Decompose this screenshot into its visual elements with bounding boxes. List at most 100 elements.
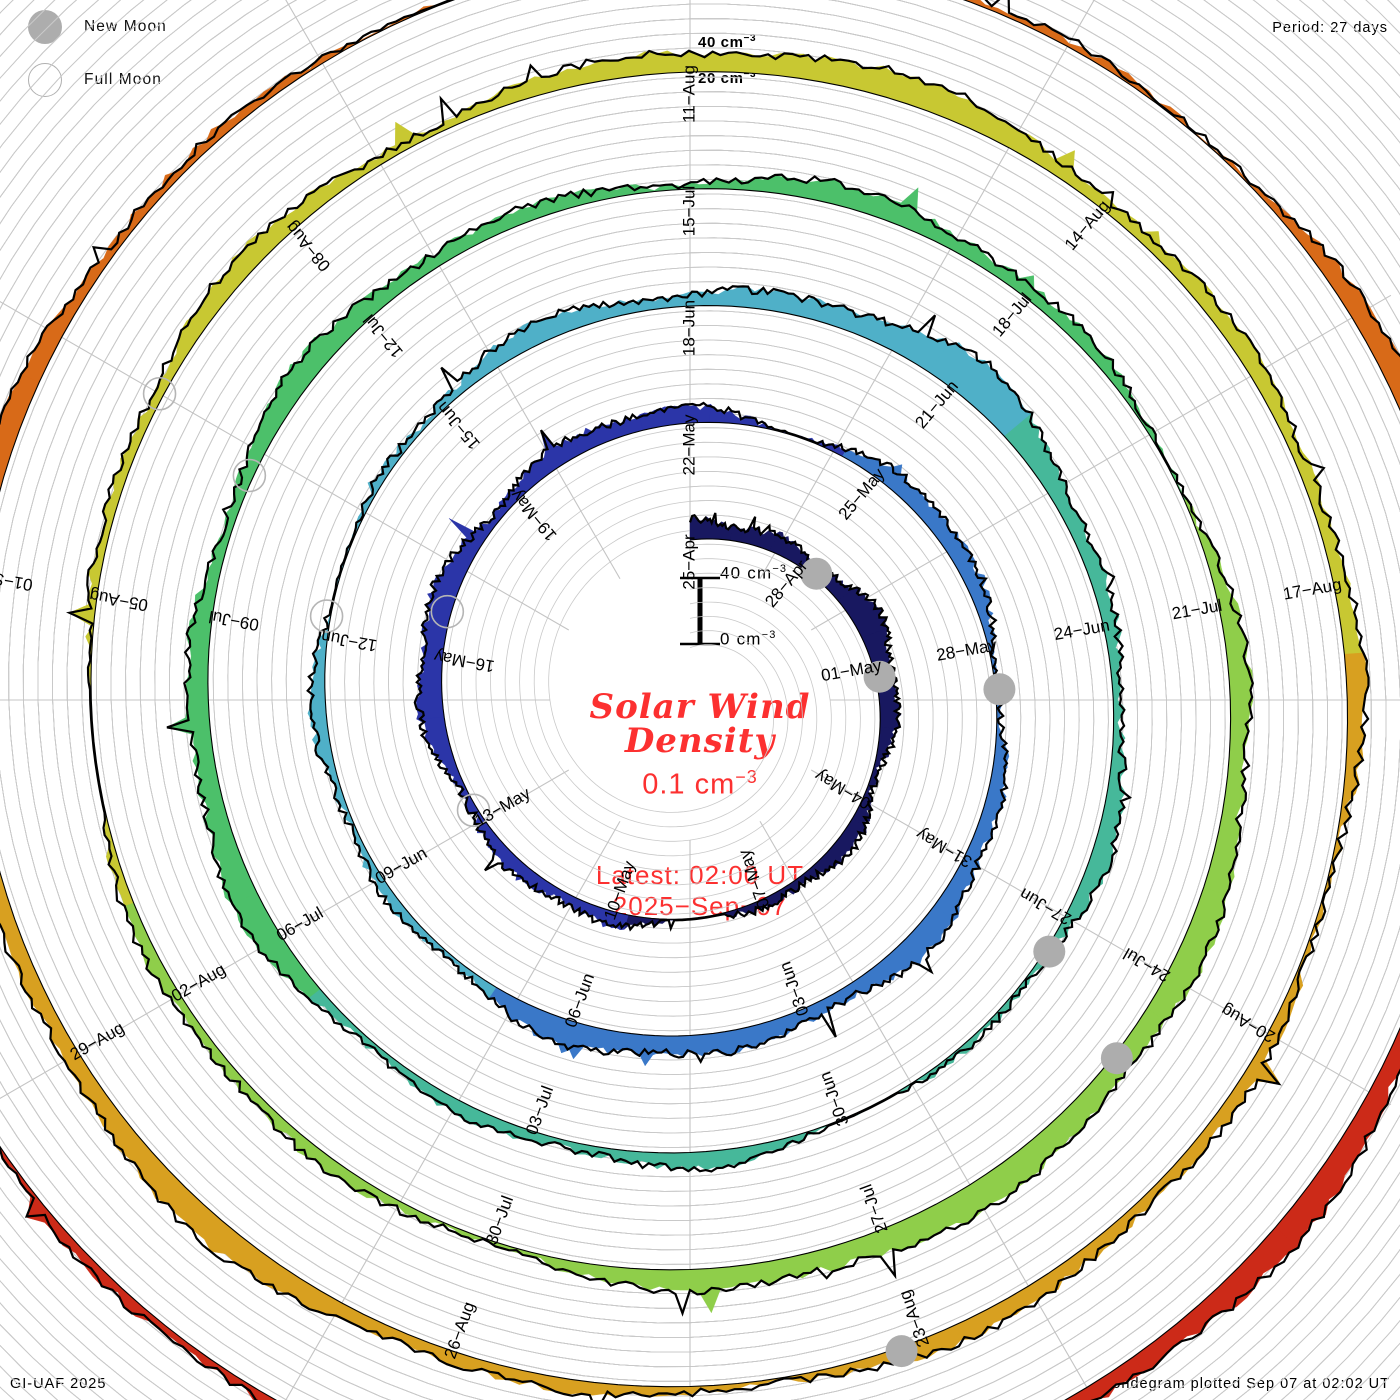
density-fill-segment — [469, 315, 564, 383]
scale-bar — [680, 576, 720, 646]
date-label: 20−Aug — [1218, 1000, 1279, 1046]
scale-bar-bottom-label: 0 cm−3 — [720, 629, 777, 650]
date-label: 03−Jun — [775, 959, 812, 1018]
density-fill-segment — [284, 121, 429, 230]
density-fill-segment — [198, 774, 258, 905]
scale-bar-bottom-value: 0 — [720, 629, 731, 649]
density-fill-segment — [307, 693, 341, 789]
moon-markers — [142, 376, 1133, 1368]
density-fill-segment — [1095, 1111, 1232, 1250]
grid-spiral — [0, 18, 1400, 1400]
date-label: 01−Sep — [0, 565, 34, 594]
date-label: 08−Aug — [282, 218, 335, 275]
new-moon-marker — [800, 557, 833, 590]
date-label: 12−Jun — [320, 627, 379, 655]
radial-tick-40: 40 cm−3 — [698, 33, 756, 51]
date-label: 13−May — [471, 783, 534, 830]
date-label: 03−Jul — [522, 1083, 557, 1137]
scale-bar-top-unit: cm — [747, 563, 773, 583]
date-label: 24−Jul — [1120, 944, 1173, 986]
density-fill-segment — [286, 1126, 419, 1217]
full-moon-marker — [456, 793, 491, 828]
grid-spoke — [759, 820, 1095, 1400]
grid-spoke — [810, 294, 1392, 631]
center-unit-text: cm — [694, 768, 736, 801]
date-label: 14−Aug — [1061, 196, 1114, 253]
grid-spoke — [759, 0, 1095, 580]
scale-bar-bottom-exp: −3 — [761, 629, 777, 641]
legend-new-moon-label: New Moon — [84, 18, 167, 35]
density-fill-segment — [1135, 231, 1261, 367]
radial-tick-20-exp: −3 — [743, 69, 757, 80]
legend-new-moon: New Moon — [28, 10, 228, 50]
date-label: 09−Jun — [372, 843, 430, 888]
filled-circle-icon — [28, 10, 62, 44]
density-fill-segment — [556, 50, 725, 90]
date-label: 29−Aug — [67, 1018, 128, 1064]
radial-tick-20-text: 20 cm — [698, 70, 744, 87]
date-label: 21−Jun — [911, 377, 962, 432]
full-moon-marker — [142, 376, 177, 411]
date-label: 06−Jul — [273, 903, 326, 945]
density-fill-segment — [550, 299, 657, 337]
density-fill-segment — [484, 983, 574, 1054]
date-label: 10−May — [600, 858, 639, 922]
date-label: 12−Jul — [360, 311, 407, 362]
density-fill-segment — [816, 1194, 969, 1272]
full-moon-marker — [232, 458, 267, 493]
density-fill-segment — [1222, 622, 1254, 768]
density-fill-segment — [744, 286, 855, 331]
date-label: 31−May — [913, 824, 976, 871]
date-label: 07−May — [735, 847, 774, 911]
new-moon-marker — [885, 1335, 918, 1368]
date-label: 18−Jun — [679, 300, 698, 356]
new-moon-marker — [863, 660, 896, 693]
date-label: 15−Jul — [679, 186, 698, 237]
full-moon-marker — [430, 594, 465, 629]
density-fill-segment — [1141, 886, 1227, 1030]
density-fill-segment — [1266, 1067, 1398, 1256]
density-fill-segment — [490, 1117, 612, 1159]
density-fill-segment — [1121, 1226, 1299, 1380]
density-fill-segment — [21, 213, 141, 383]
density-fill-segment — [1210, 970, 1304, 1128]
scale-bar-top-exp: −3 — [772, 563, 788, 575]
density-fill-segment — [964, 0, 1130, 81]
radial-tick-40-text: 40 cm — [698, 34, 744, 51]
date-label: 17−Aug — [1281, 575, 1342, 604]
center-units: 0.1 cm−3 — [430, 767, 970, 802]
new-moon-marker — [983, 673, 1016, 706]
scale-bar-top-label: 40 cm−3 — [720, 563, 787, 584]
grid-spoke — [810, 769, 1392, 1106]
density-fill-segment — [0, 362, 45, 491]
scale-bar-bottom-unit: cm — [736, 629, 762, 649]
scale-bar-top-value: 40 — [720, 563, 742, 583]
date-label: 25−May — [835, 464, 889, 523]
density-fill-segment — [224, 885, 321, 999]
date-label: 15−Jun — [433, 398, 484, 453]
grid-spoke — [0, 300, 570, 631]
density-fill-segment — [257, 321, 352, 440]
full-moon-marker — [309, 599, 344, 633]
date-label: 28−May — [935, 635, 999, 664]
date-label: 02−Aug — [168, 960, 229, 1006]
density-fill-segment — [870, 726, 896, 780]
radial-tick-20: 20 cm−3 — [698, 69, 756, 87]
footer-credit: GI-UAF 2025 — [10, 1376, 107, 1392]
radial-tick-40-exp: −3 — [743, 33, 757, 44]
page-title: Solar Wind Density — [589, 687, 811, 761]
center-unit-value: 0.1 — [642, 768, 686, 801]
date-label: 04−May — [811, 766, 874, 813]
density-fill-segment — [917, 1003, 1011, 1081]
density-fill-segment — [186, 537, 229, 667]
date-label: 30−Jun — [816, 1069, 853, 1128]
